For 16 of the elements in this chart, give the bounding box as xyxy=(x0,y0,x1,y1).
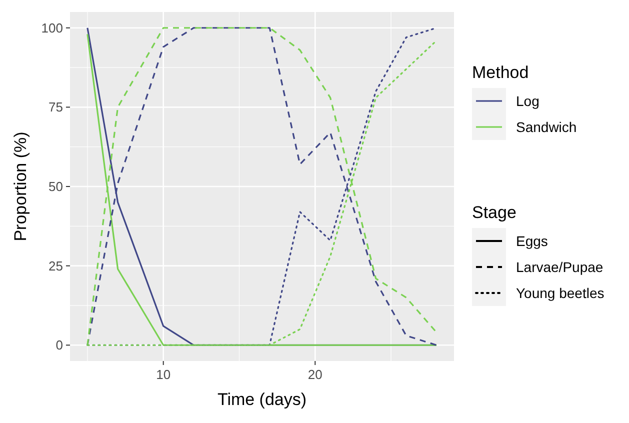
y-tick-label: 25 xyxy=(48,258,63,274)
y-axis-title: Proportion (%) xyxy=(11,132,30,242)
y-tick-label: 50 xyxy=(48,179,63,194)
text: Eggs xyxy=(516,233,548,249)
y-tick-label: 75 xyxy=(48,100,63,115)
x-tick-label: 10 xyxy=(156,367,171,382)
text: Young beetles xyxy=(516,285,604,301)
text: Method xyxy=(472,63,529,82)
text: Larvae/Pupae xyxy=(516,259,604,275)
text: Stage xyxy=(472,203,516,222)
y-tick-label: 0 xyxy=(56,338,63,353)
y-tick-label: 100 xyxy=(41,20,63,36)
legend-label: Log xyxy=(516,93,540,109)
x-axis-title: Time (days) xyxy=(217,390,307,409)
legend-label: Sandwich xyxy=(516,119,577,135)
x-tick-label: 20 xyxy=(308,367,322,382)
